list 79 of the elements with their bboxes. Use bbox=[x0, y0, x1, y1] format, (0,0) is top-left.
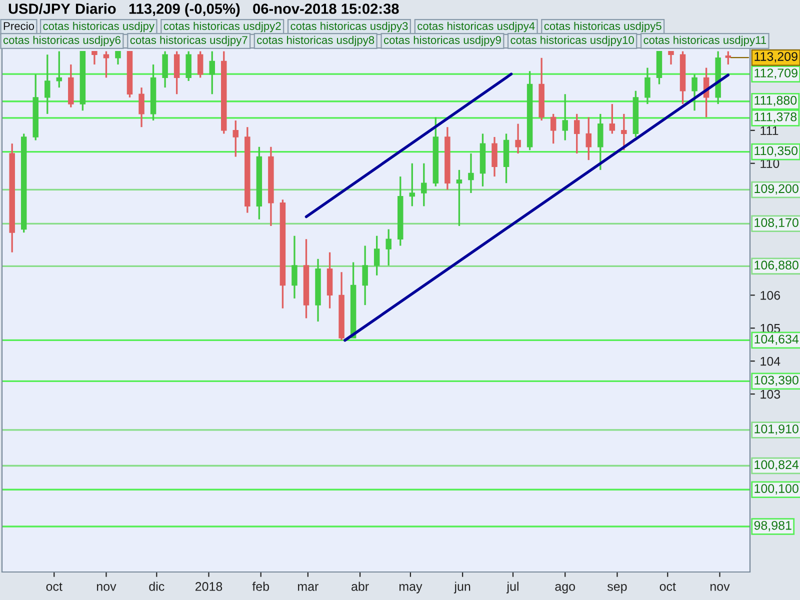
candlestick bbox=[374, 235, 380, 276]
candlestick bbox=[174, 50, 180, 95]
text: cotas historicas usdjpy7 bbox=[130, 36, 248, 46]
x-tick-label: dic bbox=[149, 582, 164, 591]
candlestick bbox=[562, 93, 568, 142]
candlestick bbox=[186, 50, 192, 82]
candlestick bbox=[421, 162, 427, 208]
candlestick bbox=[644, 66, 650, 105]
y-tick-label: 103 bbox=[760, 390, 780, 399]
candlestick bbox=[725, 50, 732, 66]
ref-line-label: 98,981 bbox=[754, 520, 792, 532]
x-tick-label: may bbox=[399, 584, 422, 594]
ref-line-label: 111,378 bbox=[754, 112, 797, 123]
candlestick bbox=[92, 50, 98, 66]
candlestick bbox=[103, 50, 110, 78]
candlestick bbox=[386, 228, 392, 266]
candlestick bbox=[197, 50, 204, 78]
candlestick bbox=[409, 162, 416, 208]
candlestick bbox=[621, 113, 627, 151]
x-tick-label: ago bbox=[555, 584, 576, 594]
chart-subtitle: Diario 113,209 (-0,05%) 06-nov-2018 15:02:38 bbox=[76, 3, 399, 17]
text: cotas historicas usdjpy bbox=[43, 22, 155, 32]
ref-line-label: 101,910 bbox=[754, 424, 798, 435]
ref-line-label: 112,709 bbox=[754, 68, 798, 79]
x-tick-label: feb bbox=[252, 582, 270, 591]
text: cotas historicas usdjpy11 bbox=[644, 36, 766, 46]
x-tick-label: sep bbox=[607, 584, 627, 594]
text: cotas historicas usdjpy2 bbox=[164, 22, 281, 32]
ref-line-label: 108,170 bbox=[754, 218, 798, 228]
candlestick bbox=[668, 50, 674, 66]
candlestick bbox=[692, 74, 698, 112]
ref-line-label: 103,390 bbox=[754, 376, 798, 386]
x-tick-label: jul bbox=[506, 582, 518, 594]
x-tick-label: oct bbox=[46, 582, 62, 591]
candlestick bbox=[456, 169, 462, 227]
y-tick-label: 104 bbox=[760, 356, 780, 366]
chart-title: USD/JPY bbox=[8, 3, 70, 14]
text: cotas historicas usdjpy8 bbox=[257, 36, 374, 46]
candlestick bbox=[44, 54, 50, 115]
x-tick-label: 2018 bbox=[195, 582, 222, 591]
ref-line-label: 109,200 bbox=[754, 184, 798, 195]
x-tick-label: jun bbox=[454, 582, 470, 594]
ref-line-label: 100,824 bbox=[754, 460, 799, 471]
text: cotas historicas usdjpy9 bbox=[384, 36, 501, 46]
ref-line-label: 111,880 bbox=[754, 96, 797, 106]
candlestick bbox=[292, 235, 298, 300]
x-tick-label: abr bbox=[352, 582, 369, 591]
candlestick bbox=[162, 50, 168, 88]
x-tick-label: mar bbox=[298, 584, 318, 591]
x-tick-label: nov bbox=[710, 584, 730, 591]
candlestick bbox=[209, 50, 215, 95]
candlestick bbox=[550, 113, 556, 144]
ref-line-label: 104,634 bbox=[754, 334, 799, 346]
candlestick bbox=[56, 50, 62, 88]
y-tick-label: 106 bbox=[760, 290, 780, 300]
candlestick bbox=[598, 113, 604, 171]
candlestick bbox=[115, 50, 121, 66]
text: cotas historicas usdjpy3 bbox=[290, 22, 408, 32]
candlestick bbox=[609, 103, 616, 135]
candlestick bbox=[574, 113, 580, 154]
y-tick-label: 111 bbox=[760, 126, 778, 135]
text: cotas historicas usdjpy10 bbox=[510, 36, 634, 46]
candlestick bbox=[138, 86, 144, 128]
text: Precio bbox=[4, 22, 34, 30]
candlestick bbox=[468, 152, 474, 194]
text: cotas historicas usdjpy5 bbox=[544, 22, 662, 32]
text: cotas historicas usdjpy6 bbox=[3, 36, 120, 46]
candlestick bbox=[515, 122, 521, 154]
ref-line-label: 106,880 bbox=[754, 260, 798, 271]
candlestick bbox=[586, 116, 592, 161]
candlestick bbox=[362, 244, 368, 306]
candlestick bbox=[232, 120, 239, 158]
x-tick-label: oct bbox=[660, 582, 676, 591]
text: cotas historicas usdjpy4 bbox=[418, 22, 535, 32]
candlestick bbox=[492, 136, 498, 178]
x-tick-label: nov bbox=[96, 584, 116, 591]
ref-line-label: 110,350 bbox=[754, 146, 798, 157]
ref-line-label: 100,100 bbox=[754, 484, 798, 494]
annotation: 113,209 bbox=[754, 52, 798, 62]
